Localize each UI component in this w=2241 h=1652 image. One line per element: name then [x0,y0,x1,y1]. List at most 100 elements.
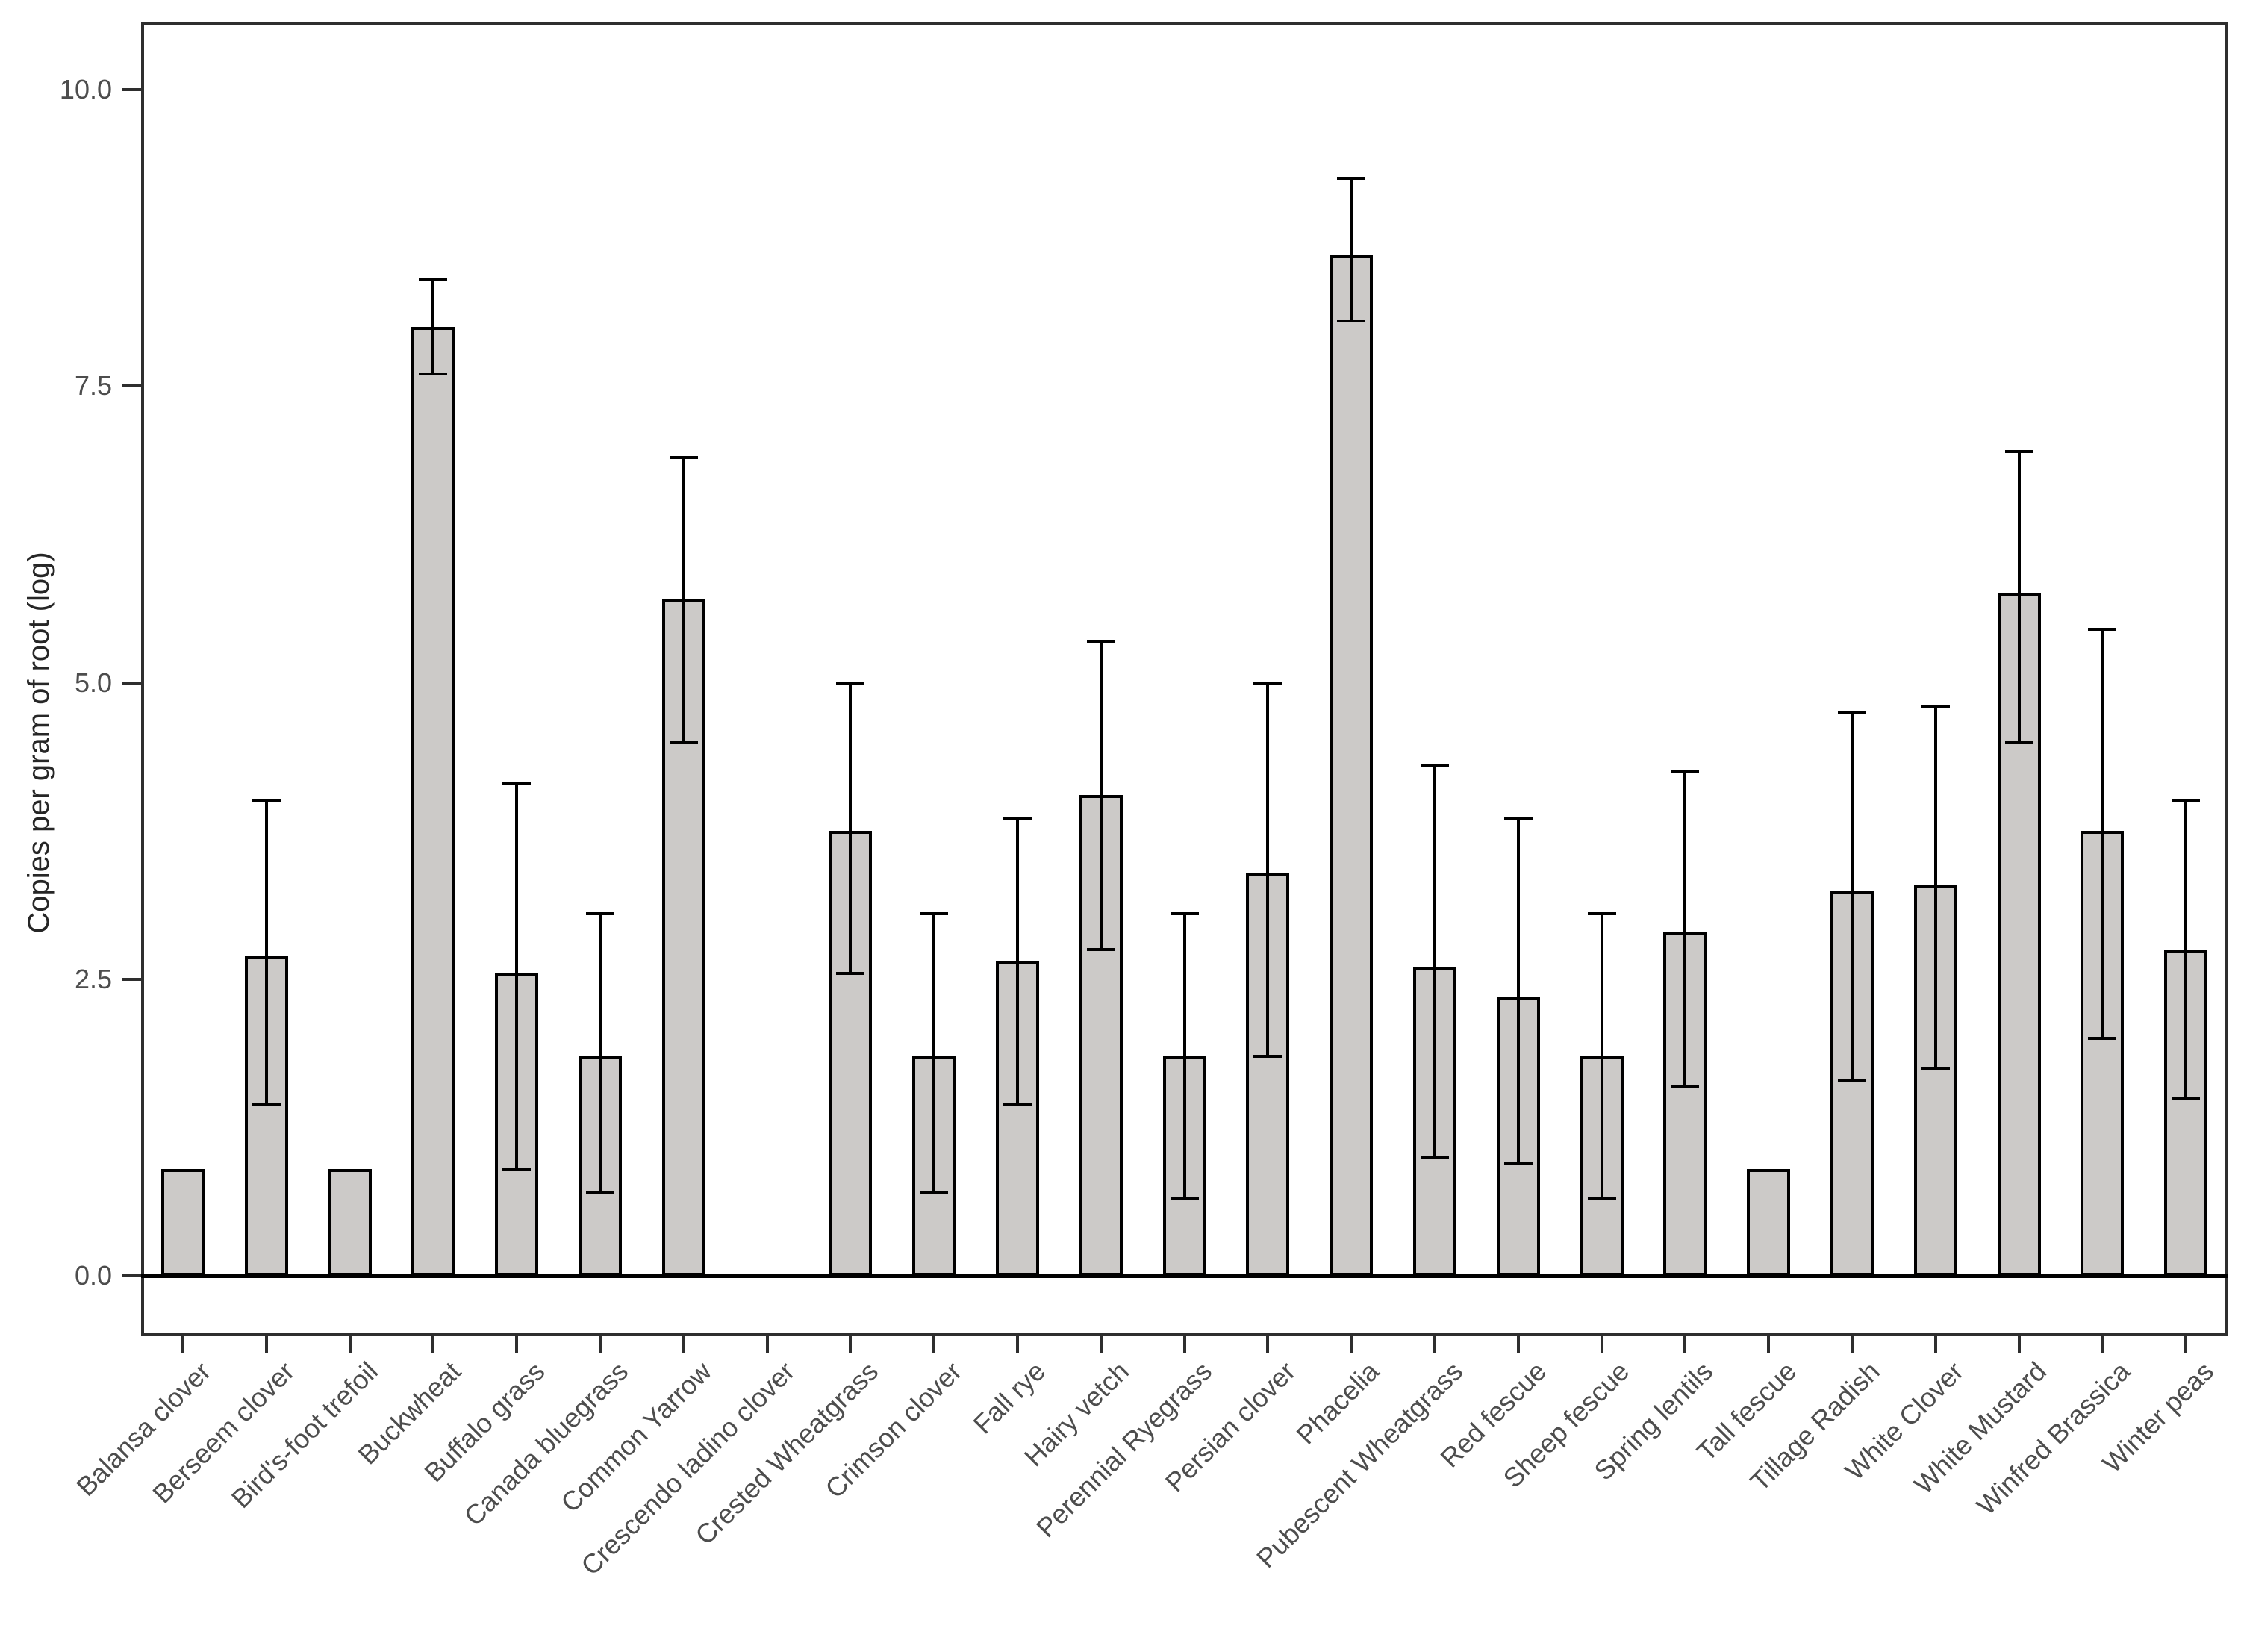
error-bar-cap-top-pubescent-wheatgrass [1420,764,1449,767]
error-bar-persian-clover [1266,682,1270,1057]
error-bar-phacelia [1350,178,1353,321]
error-bar-cap-bottom-winfred-brassica [2088,1037,2117,1041]
error-bar-cap-top-spring-lentils [1671,770,1700,773]
error-bar-cap-top-common-yarrow [669,455,698,459]
error-bar-cap-top-crimson-clover [920,912,949,916]
error-bar-cap-bottom-fall-rye [1003,1102,1032,1106]
error-bar-buffalo-grass [515,783,519,1169]
x-tick-mark [348,1336,352,1353]
error-bar-red-fescue [1516,819,1520,1164]
x-tick-mark [431,1336,435,1353]
error-bar-cap-bottom-buckwheat [419,373,448,376]
error-bar-cap-top-tillage-radish [1837,711,1866,714]
x-axis-zero-line [141,1274,2228,1278]
error-bar-berseem-clover [264,801,268,1104]
error-bar-cap-top-persian-clover [1253,681,1282,685]
bar-buckwheat [411,326,455,1276]
bar-spring-lentils [1663,932,1707,1276]
error-bar-cap-bottom-crested-wheatgrass [836,971,865,975]
error-bar-cap-bottom-phacelia [1337,319,1366,322]
y-tick-label: 10.0 [59,74,112,105]
x-tick-mark [849,1336,853,1353]
error-bar-cap-top-buffalo-grass [502,782,532,785]
error-bar-cap-bottom-crimson-clover [920,1191,949,1194]
error-bar-cap-bottom-persian-clover [1253,1055,1282,1059]
error-bar-cap-bottom-pubescent-wheatgrass [1420,1156,1449,1159]
error-bar-spring-lentils [1683,771,1687,1086]
error-bar-white-mustard [2017,451,2021,742]
bar-balansa-clover [160,1168,205,1276]
error-bar-hairy-vetch [1099,640,1103,950]
y-tick-label: 2.5 [74,963,112,994]
y-tick-mark [122,88,141,91]
y-tick-label: 0.0 [74,1260,112,1291]
error-bar-cap-bottom-winter-peas [2172,1096,2201,1100]
x-tick-mark [1099,1336,1103,1353]
bar-bird-s-foot-trefoil [328,1168,372,1276]
error-bar-cap-bottom-spring-lentils [1671,1084,1700,1088]
x-tick-mark [2184,1336,2188,1353]
x-tick-mark [1683,1336,1687,1353]
x-tick-mark [1600,1336,1603,1353]
error-bar-cap-top-phacelia [1337,177,1366,181]
error-bar-cap-bottom-tillage-radish [1837,1078,1866,1082]
error-bar-cap-bottom-sheep-fescue [1587,1197,1616,1200]
error-bar-cap-top-buckwheat [419,278,448,281]
x-tick-mark [598,1336,602,1353]
x-tick-mark [932,1336,936,1353]
x-tick-mark [1015,1336,1019,1353]
x-tick-mark [765,1336,769,1353]
x-tick-mark [1767,1336,1771,1353]
error-bar-cap-bottom-canada-bluegrass [585,1191,614,1194]
y-tick-label: 7.5 [74,370,112,402]
y-tick-mark [122,681,141,685]
error-bar-canada-bluegrass [598,914,602,1193]
x-tick-mark [264,1336,268,1353]
error-bar-cap-top-perennial-ryegrass [1170,912,1199,916]
error-bar-tillage-radish [1850,712,1854,1080]
error-bar-cap-top-red-fescue [1503,817,1533,821]
y-tick-mark [122,1274,141,1277]
x-tick-label-common-yarrow: Common Yarrow [555,1356,717,1518]
error-bar-cap-top-white-mustard [2004,449,2033,453]
x-tick-mark [515,1336,519,1353]
x-tick-mark [2017,1336,2021,1353]
x-tick-label-bird-s-foot-trefoil: Bird's-foot trefoil [225,1356,384,1515]
x-tick-mark [1266,1336,1270,1353]
error-bar-cap-bottom-common-yarrow [669,740,698,744]
y-tick-mark [122,977,141,981]
x-tick-label-fall-rye: Fall rye [967,1356,1051,1440]
error-bar-fall-rye [1015,819,1019,1104]
error-bar-white-clover [1933,706,1937,1068]
y-tick-mark [122,384,141,388]
error-bar-common-yarrow [682,457,685,742]
error-bar-cap-bottom-buffalo-grass [502,1167,532,1171]
error-bar-perennial-ryegrass [1182,914,1186,1199]
x-tick-mark [682,1336,685,1353]
bar-tall-fescue [1747,1168,1791,1276]
x-tick-mark [1350,1336,1353,1353]
error-bar-cap-bottom-perennial-ryegrass [1170,1197,1199,1200]
error-bar-buckwheat [431,279,435,375]
error-bar-cap-top-berseem-clover [252,799,281,803]
y-tick-label: 5.0 [74,667,112,698]
error-bar-cap-top-white-clover [1921,705,1950,708]
x-tick-mark [181,1336,184,1353]
error-bar-cap-top-sheep-fescue [1587,912,1616,916]
error-bar-cap-top-winter-peas [2172,799,2201,803]
x-tick-label-winfred-brassica: Winfred Brassica [1970,1356,2136,1521]
bar-persian-clover [1246,872,1290,1276]
y-axis-title: Copies per gram of root (log) [22,552,55,934]
error-bar-crested-wheatgrass [849,682,853,973]
error-bar-cap-top-fall-rye [1003,817,1032,821]
bar-phacelia [1330,255,1374,1276]
x-tick-mark [1933,1336,1937,1353]
x-tick-mark [1433,1336,1436,1353]
error-bar-cap-bottom-hairy-vetch [1086,948,1115,952]
error-bar-cap-top-crested-wheatgrass [836,681,865,685]
x-tick-mark [1850,1336,1854,1353]
x-tick-mark [1182,1336,1186,1353]
error-bar-cap-bottom-white-clover [1921,1066,1950,1070]
error-bar-cap-top-canada-bluegrass [585,912,614,916]
